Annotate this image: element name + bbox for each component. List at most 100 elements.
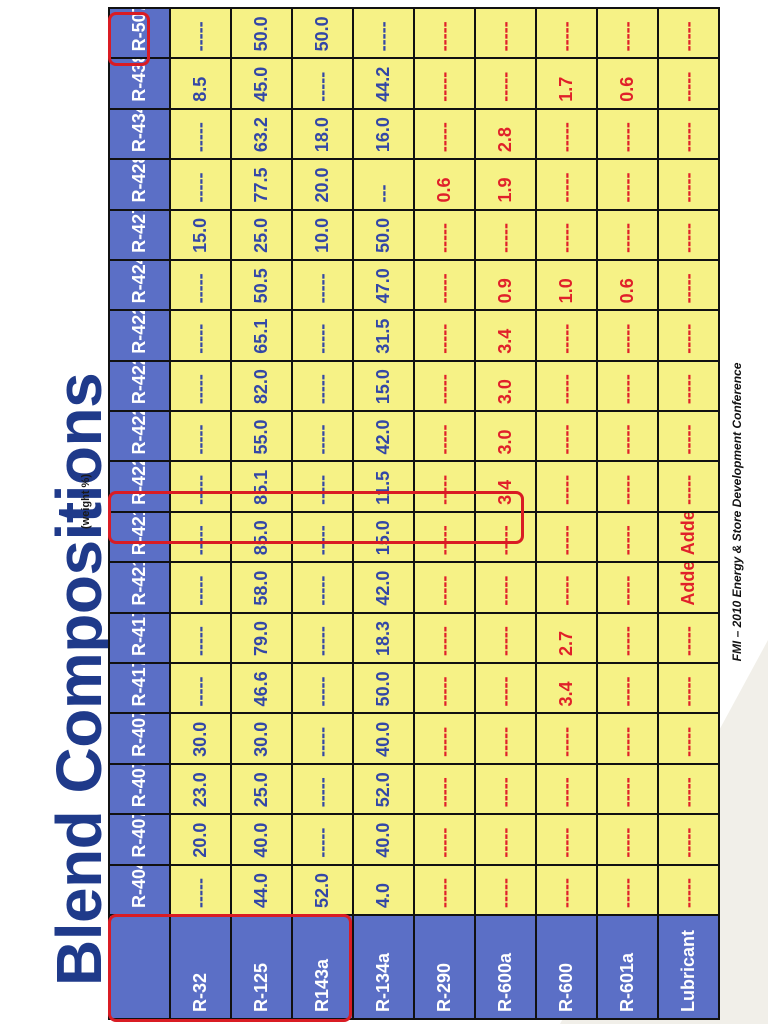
component-row: R-601a ----- ----- ----- ----- ----- ----- ----… bbox=[597, 7, 658, 1019]
blend-name-r-428a: R-428A bbox=[109, 159, 170, 210]
table-cell: ----- bbox=[170, 663, 231, 714]
table-cell: ----- bbox=[658, 411, 719, 462]
table-cell: 1.7 bbox=[536, 58, 597, 109]
table-cell: ----- bbox=[475, 814, 536, 865]
component-header-r-600a: R-600a bbox=[475, 915, 536, 1019]
component-header-r-290: R-290 bbox=[414, 915, 475, 1019]
table-cell: 44.2 bbox=[353, 58, 414, 109]
table-cell: ----- bbox=[414, 461, 475, 512]
table-cell: ----- bbox=[414, 259, 475, 311]
table-cell: ----- bbox=[658, 814, 719, 865]
blend-name-r-422c: R-422C bbox=[109, 360, 170, 412]
table-cell: 3.4 bbox=[475, 310, 536, 361]
table-cell: ----- bbox=[658, 259, 719, 311]
table-cell: ----- bbox=[414, 360, 475, 412]
table-cell: ----- bbox=[658, 360, 719, 412]
blend-name-r-422b: R-422B bbox=[109, 411, 170, 462]
table-cell: 65.1 bbox=[231, 310, 292, 361]
table-cell: ----- bbox=[414, 411, 475, 462]
table-cell: ----- bbox=[414, 209, 475, 260]
component-row: R-32 ----- 20.0 23.0 30.0 ----- ----- ----- ----… bbox=[170, 7, 231, 1019]
table-cell: ----- bbox=[414, 713, 475, 764]
table-cell: ----- bbox=[658, 209, 719, 260]
page-title: Blend Compositions bbox=[43, 372, 115, 986]
component-header-r-601a: R-601a bbox=[597, 915, 658, 1019]
table-cell: 30.0 bbox=[231, 713, 292, 764]
table-cell: ----- bbox=[658, 108, 719, 160]
table-cell: 79.0 bbox=[231, 612, 292, 664]
blend-name-r-434a: R-434A bbox=[109, 108, 170, 160]
table-cell: 18.0 bbox=[292, 108, 353, 160]
component-row: R143a 52.0 ----- ----- ----- ----- ----- ----- -… bbox=[292, 7, 353, 1019]
table-cell: 23.0 bbox=[170, 763, 231, 815]
table-cell: ----- bbox=[170, 562, 231, 613]
table-cell: ----- bbox=[170, 7, 231, 59]
table-cell: ----- bbox=[414, 7, 475, 59]
table-cell: ----- bbox=[292, 663, 353, 714]
component-row: R-290 ----- ----- ----- ----- ----- ----- -----… bbox=[414, 7, 475, 1019]
header-corner bbox=[109, 915, 170, 1019]
blend-name-r-424a: R-424A bbox=[109, 259, 170, 311]
component-row: Lubricant ----- ----- ----- ----- ----- ----- A… bbox=[658, 7, 719, 1019]
table-cell: 18.3 bbox=[353, 612, 414, 664]
table-cell: ----- bbox=[475, 58, 536, 109]
table-cell: 11.5 bbox=[353, 461, 414, 512]
table-cell: ----- bbox=[475, 713, 536, 764]
table-cell: ----- bbox=[414, 663, 475, 714]
table-cell: 42.0 bbox=[353, 562, 414, 613]
table-cell: 55.0 bbox=[231, 411, 292, 462]
table-cell: ----- bbox=[536, 511, 597, 563]
table-cell: ----- bbox=[597, 864, 658, 915]
table-cell: ----- bbox=[475, 209, 536, 260]
table-cell: 2.8 bbox=[475, 108, 536, 160]
table-cell: ----- bbox=[536, 814, 597, 865]
table-cell: ----- bbox=[658, 663, 719, 714]
table-cell: ----- bbox=[414, 562, 475, 613]
table-cell: 47.0 bbox=[353, 259, 414, 311]
blend-name-r-417a: R-417A bbox=[109, 663, 170, 714]
table-cell: 45.0 bbox=[231, 58, 292, 109]
table-cell: ----- bbox=[536, 763, 597, 815]
table-cell: 0.6 bbox=[597, 58, 658, 109]
blend-name-r-507a: R-507A bbox=[109, 7, 170, 59]
table-cell: ----- bbox=[170, 259, 231, 311]
table-cell: ----- bbox=[292, 814, 353, 865]
table-cell: 82.0 bbox=[231, 360, 292, 412]
table-cell: ----- bbox=[353, 7, 414, 59]
table-cell: 15.0 bbox=[353, 511, 414, 563]
table-cell: ----- bbox=[292, 562, 353, 613]
table-cell: ----- bbox=[292, 411, 353, 462]
table-cell: Added bbox=[658, 562, 719, 613]
table-cell: ----- bbox=[170, 360, 231, 412]
table-cell: ----- bbox=[414, 814, 475, 865]
table-cell: ----- bbox=[597, 511, 658, 563]
table-cell: ----- bbox=[597, 310, 658, 361]
table-cell: 42.0 bbox=[353, 411, 414, 462]
blend-name-r-417b: R-417B bbox=[109, 612, 170, 664]
table-cell: ----- bbox=[658, 763, 719, 815]
table-cell: ----- bbox=[292, 763, 353, 815]
table-cell: ----- bbox=[475, 864, 536, 915]
table-cell: ----- bbox=[475, 511, 536, 563]
table-cell: 40.0 bbox=[231, 814, 292, 865]
table-cell: 30.0 bbox=[170, 713, 231, 764]
table-cell: 40.0 bbox=[353, 814, 414, 865]
table-cell: ----- bbox=[536, 360, 597, 412]
table-cell: 16.0 bbox=[353, 108, 414, 160]
table-cell: ----- bbox=[414, 612, 475, 664]
blend-name-r-407c: R-407C bbox=[109, 763, 170, 815]
table-cell: 77.5 bbox=[231, 159, 292, 210]
component-header-r-600: R-600 bbox=[536, 915, 597, 1019]
table-cell: ----- bbox=[292, 612, 353, 664]
table-cell: --- bbox=[353, 159, 414, 210]
table-cell: 0.6 bbox=[597, 259, 658, 311]
table-cell: 50.0 bbox=[292, 7, 353, 59]
footer-text: FMI – 2010 Energy & Store Development Co… bbox=[730, 362, 744, 662]
table-cell: ----- bbox=[597, 411, 658, 462]
component-row: R-125 44.0 40.0 25.0 30.0 46.6 79.0 58.0 85.0 85.… bbox=[231, 7, 292, 1019]
table-cell: 50.0 bbox=[353, 209, 414, 260]
table-cell: Added bbox=[658, 511, 719, 563]
table-cell: 3.0 bbox=[475, 360, 536, 412]
table-cell: ----- bbox=[658, 159, 719, 210]
table-cell: 44.0 bbox=[231, 864, 292, 915]
